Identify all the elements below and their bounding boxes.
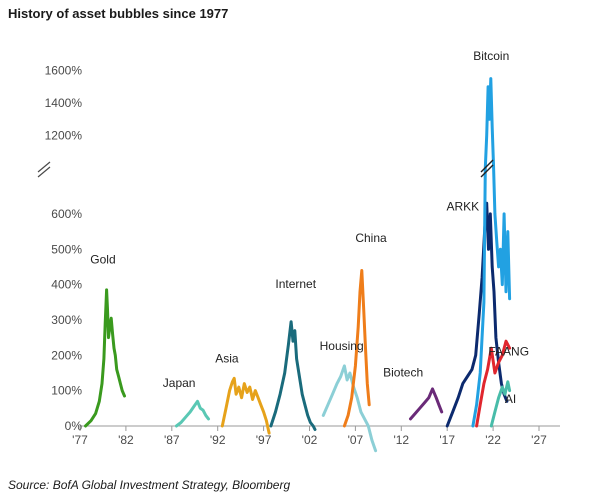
series-line-gold bbox=[84, 288, 126, 428]
series-line-china bbox=[342, 269, 371, 428]
y-tick-label-9: 1600% bbox=[45, 64, 83, 78]
axes-layer: '77 '82 '87 '92 '97 '02 '07 '12 '17 '22 '27 0% 100% 2… bbox=[37, 64, 560, 447]
y-tick-label-8: 1400% bbox=[45, 96, 83, 110]
y-tick-label-6: 600% bbox=[51, 207, 82, 221]
axis-break-mark-left-2 bbox=[37, 166, 51, 178]
series-label-arkk: ARKK bbox=[446, 199, 479, 213]
series-line-housing bbox=[321, 364, 378, 453]
series-label-biotech: Biotech bbox=[383, 366, 423, 380]
y-tick-label-3: 300% bbox=[51, 313, 82, 327]
x-tick-label-0: '77 bbox=[72, 433, 88, 447]
series-line-biotech bbox=[409, 387, 444, 421]
series-label-ai: AI bbox=[505, 392, 516, 406]
x-tick-label-1: '82 bbox=[118, 433, 134, 447]
axis-break-mark-left-1 bbox=[37, 161, 51, 173]
x-tick-label-8: '17 bbox=[439, 433, 455, 447]
axis-break-mark-series-1 bbox=[480, 159, 494, 173]
series-label-internet: Internet bbox=[275, 277, 316, 291]
x-tick-label-2: '87 bbox=[164, 433, 180, 447]
annotation-layer: Gold Japan Asia Internet Housing China Biotech… bbox=[90, 49, 529, 406]
x-tick-label-4: '97 bbox=[256, 433, 272, 447]
series-line-bitcoin bbox=[471, 77, 512, 428]
x-tick-label-7: '12 bbox=[393, 433, 409, 447]
series-label-gold: Gold bbox=[90, 252, 115, 266]
x-tick-label-6: '07 bbox=[348, 433, 364, 447]
series-label-asia: Asia bbox=[215, 351, 239, 365]
y-tick-label-0: 0% bbox=[65, 419, 83, 433]
x-tick-label-3: '92 bbox=[210, 433, 226, 447]
series-label-bitcoin: Bitcoin bbox=[473, 49, 509, 63]
x-tick-label-10: '27 bbox=[531, 433, 547, 447]
series-label-japan: Japan bbox=[163, 376, 196, 390]
series-label-housing: Housing bbox=[320, 339, 364, 353]
y-tick-label-7: 1200% bbox=[45, 129, 83, 143]
axis-break-mark-series-2 bbox=[480, 164, 494, 178]
y-tick-label-4: 400% bbox=[51, 278, 82, 292]
series-line-japan bbox=[174, 399, 210, 428]
chart-title: History of asset bubbles since 1977 bbox=[8, 6, 229, 21]
series-line-faang bbox=[475, 339, 512, 428]
series-label-faang: FAANG bbox=[488, 344, 529, 358]
series-line-internet bbox=[269, 320, 317, 431]
series-layer bbox=[84, 77, 512, 453]
series-label-china: China bbox=[355, 231, 387, 245]
x-tick-label-9: '22 bbox=[485, 433, 501, 447]
x-tick-label-5: '02 bbox=[302, 433, 318, 447]
y-tick-label-5: 500% bbox=[51, 242, 82, 256]
y-tick-label-1: 100% bbox=[51, 384, 82, 398]
series-line-asia bbox=[220, 376, 271, 435]
y-tick-label-2: 200% bbox=[51, 348, 82, 362]
series-line-ai bbox=[489, 380, 512, 428]
chart-source: Source: BofA Global Investment Strategy,… bbox=[8, 478, 291, 492]
